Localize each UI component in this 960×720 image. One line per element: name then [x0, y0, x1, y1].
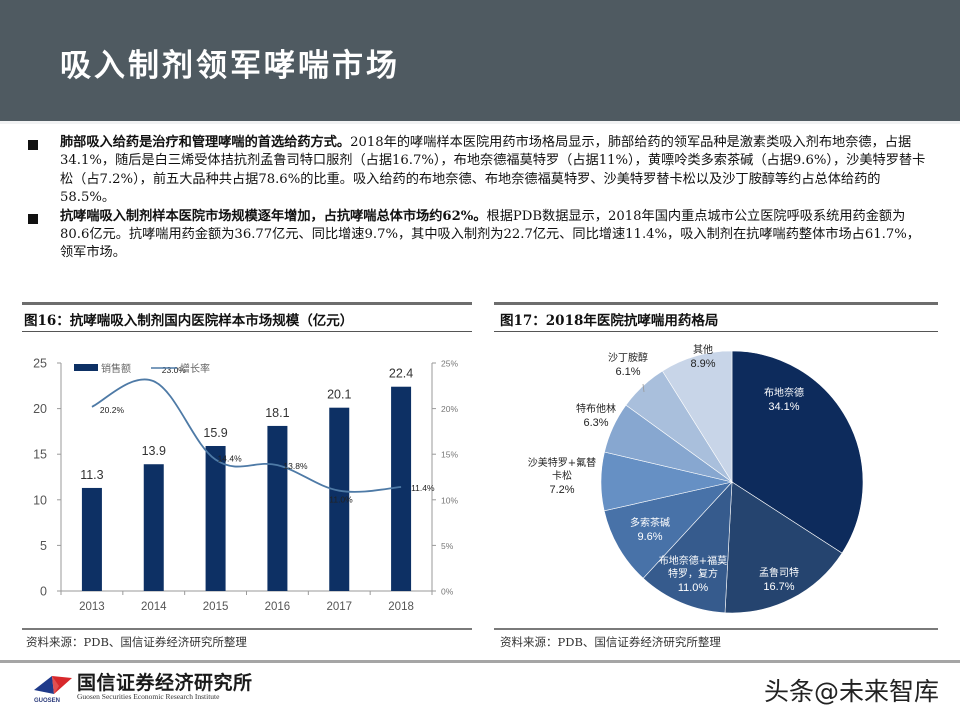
right-axis-tick: 15%	[441, 450, 458, 460]
pie-slice	[662, 350, 733, 484]
bar	[143, 464, 164, 591]
logo-english-name: Guosen Securities Economic Research Inst…	[77, 692, 220, 701]
guosen-logo-icon	[34, 676, 72, 694]
x-axis-tick: 2016	[265, 601, 291, 613]
left-axis-tick: 20	[33, 402, 47, 416]
pie-slice	[642, 481, 733, 614]
bullet-text: 抗哮喘吸入制剂样本医院市场规模逐年增加，占抗哮喘总体市场约62%。根据PDB数据…	[60, 208, 932, 263]
figure-bottom-rule	[22, 628, 472, 630]
bar	[81, 487, 102, 591]
figure-16-title: 图16：抗哮喘吸入制剂国内医院样本市场规模（亿元）	[24, 313, 354, 329]
x-axis-tick: 2013	[79, 601, 105, 613]
pie-slice	[724, 481, 843, 614]
pie-slice-label: 卡松	[552, 469, 572, 482]
x-axis-tick: 2014	[141, 601, 167, 613]
pie-slice-percent: 34.1%	[768, 401, 799, 413]
bar-value-label: 20.1	[327, 388, 351, 402]
pie-slice-percent: 7.2%	[549, 484, 574, 496]
pie-slice-percent: 9.6%	[637, 531, 662, 543]
bar	[329, 407, 350, 591]
figure-top-rule	[22, 302, 472, 305]
legend-label: 销售额	[101, 362, 131, 375]
figure-title-rule	[22, 331, 472, 332]
bullet-body: 根据PDB数据显示，2018年国内重点城市公立医院呼吸系统用药金额为80.6亿元…	[60, 208, 920, 261]
pie-slice	[731, 350, 864, 554]
right-axis-tick: 0%	[441, 587, 454, 597]
footer-divider	[0, 660, 960, 663]
bullet-square-icon	[28, 140, 38, 150]
bar	[391, 386, 412, 591]
bar-line-chart: 0 5 10 15 20 25 0% 5% 10% 15% 20% 25% 2013 2014 2015 20…	[33, 357, 458, 614]
pie-slice-label: 多索茶碱	[630, 516, 670, 529]
pie-slice	[603, 481, 733, 579]
right-axis-tick: 25%	[441, 359, 458, 369]
bar-value-label: 15.9	[203, 426, 227, 440]
bullet-text: 肺部吸入给药是治疗和管理哮喘的首选给药方式。2018年的哮喘样本医院用药市场格局…	[60, 134, 932, 208]
figure-bottom-rule	[494, 628, 938, 630]
figure-17-title: 图17：2018年医院抗哮喘用药格局	[500, 313, 719, 329]
bar-value-label: 11.3	[80, 468, 103, 482]
left-axis-tick: 15	[33, 448, 47, 462]
pie-slice-label: 其他	[693, 343, 713, 356]
bullet-item: 肺部吸入给药是治疗和管理哮喘的首选给药方式。2018年的哮喘样本医院用药市场格局…	[22, 134, 942, 208]
logo-name: 国信证券经济研究所	[77, 672, 253, 694]
left-axis-tick: 0	[40, 585, 47, 599]
divider	[0, 121, 960, 124]
right-axis-tick: 5%	[441, 541, 454, 551]
bullet-heading: 抗哮喘吸入制剂样本医院市场规模逐年增加，占抗哮喘总体市场约62%。	[60, 208, 487, 224]
chart-body: 0 5 10 15 20 25 0% 5% 10% 15% 20% 25% 2013 2014 2015 20…	[33, 357, 458, 614]
line-value-label: 11.4%	[411, 483, 435, 493]
legend-bar-swatch-icon	[74, 364, 98, 371]
x-axis-tick: 2017	[326, 601, 352, 613]
figure-17-source: 资料来源：PDB、国信证券经济研究所整理	[500, 635, 721, 649]
growth-line	[91, 378, 402, 493]
line-value-label: 20.2%	[100, 405, 125, 415]
watermark: 头条@未来智库	[764, 677, 940, 706]
left-axis-tick: 25	[33, 357, 47, 371]
bar-value-label: 18.1	[265, 406, 289, 420]
page-title: 吸入制剂领军哮喘市场	[60, 48, 400, 84]
pie-slice-label: 沙美特罗+氟替	[528, 456, 596, 469]
bar	[205, 445, 226, 591]
line-value-label: 11.0%	[329, 495, 353, 505]
pie-slice-percent: 8.9%	[690, 358, 715, 370]
pie-slice-label: 沙丁胺醇	[608, 351, 648, 364]
leader-line	[642, 383, 645, 393]
bar-value-label: 13.9	[142, 444, 166, 458]
left-axis-tick: 10	[33, 493, 47, 507]
figure-title-rule	[494, 331, 938, 332]
chart-body: 布地奈德 34.1% 孟鲁司特 16.7% 布地奈德+福莫特罗，复方 11.0% 多索茶碱 9…	[528, 343, 864, 614]
line-value-label: 14.4%	[218, 454, 243, 464]
pie-slice-percent: 6.1%	[615, 366, 640, 378]
x-axis-tick: 2018	[388, 601, 414, 613]
figure-16-source: 资料来源：PDB、国信证券经济研究所整理	[26, 635, 247, 649]
pie-slice-label: 特布他林	[576, 402, 616, 415]
left-axis-tick: 5	[40, 539, 47, 553]
bullet-body: 2018年的哮喘样本医院用药市场格局显示，肺部给药的领军品种是激素类吸入剂布地奈…	[60, 135, 926, 206]
pie-chart: 布地奈德 34.1% 孟鲁司特 16.7% 布地奈德+福莫特罗，复方 11.0% 多索茶碱 9…	[528, 343, 864, 614]
figure-top-rule	[494, 302, 938, 305]
bullet-heading: 肺部吸入给药是治疗和管理哮喘的首选给药方式。	[60, 135, 351, 150]
pie-slice-percent: 16.7%	[763, 581, 794, 593]
title-banner: 吸入制剂领军哮喘市场	[0, 0, 960, 121]
right-axis-tick: 20%	[441, 404, 458, 414]
pie-slice-label: 布地奈德	[764, 386, 804, 399]
line-value-label: 13.8%	[283, 461, 308, 471]
summary-bullets: 肺部吸入给药是治疗和管理哮喘的首选给药方式。2018年的哮喘样本医院用药市场格局…	[22, 134, 942, 263]
legend-label: 增长率	[180, 362, 210, 375]
line-value-label: 23.0%	[162, 365, 187, 375]
pie-slice-label: 孟鲁司特	[759, 566, 799, 579]
x-axis-tick: 2015	[203, 601, 229, 613]
pie-slice-percent: 11.0%	[678, 582, 709, 594]
bar	[267, 425, 288, 591]
pie-slice-percent: 6.3%	[583, 417, 608, 429]
right-axis-tick: 10%	[441, 495, 458, 505]
bullet-square-icon	[28, 213, 38, 224]
pie-slice-label: 布地奈德+福莫	[659, 554, 727, 567]
logo-tag: GUOSEN	[34, 698, 61, 704]
bar-value-label: 22.4	[389, 367, 413, 381]
pie-slice-label: 特罗，复方	[668, 567, 718, 580]
bullet-item: 抗哮喘吸入制剂样本医院市场规模逐年增加，占抗哮喘总体市场约62%。根据PDB数据…	[22, 208, 942, 263]
